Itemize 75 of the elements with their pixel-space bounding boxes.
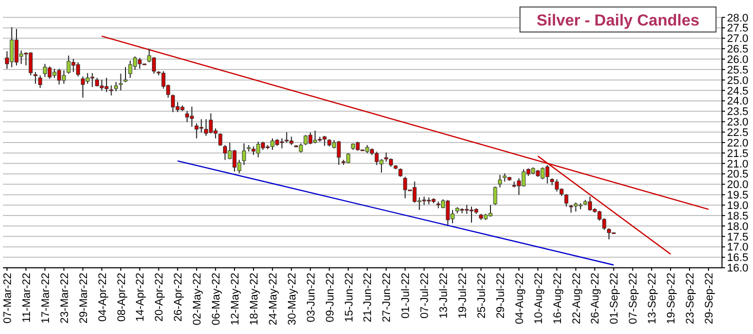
x-tick-label: 07-Sep-22 xyxy=(628,272,640,324)
x-tick-label: 19-Sep-22 xyxy=(666,272,678,324)
y-tick-label: 24.0 xyxy=(727,96,748,108)
x-tick-label: 18-May-22 xyxy=(248,272,260,326)
x-tick-label: 04-Apr-22 xyxy=(96,272,109,322)
candlestick xyxy=(498,174,502,188)
y-tick-label: 20.0 xyxy=(727,179,748,192)
candlestick xyxy=(242,142,246,166)
x-tick-label: 22-Aug-22 xyxy=(570,272,583,324)
y-tick-label: 22.5 xyxy=(727,126,748,139)
y-tick-label: 26.0 xyxy=(727,54,748,66)
candlestick xyxy=(33,72,38,84)
x-tick-label: 11-Mar-22 xyxy=(20,272,33,323)
y-tick-label: 27.0 xyxy=(727,33,748,46)
x-tick-label: 03-Jun-22 xyxy=(305,272,318,322)
x-tick-label: 09-Jun-22 xyxy=(324,272,336,322)
candlestick xyxy=(493,186,498,206)
candlestick xyxy=(124,66,128,83)
x-tick-label: 17-Mar-22 xyxy=(40,272,52,324)
x-tick-label: 23-Sep-22 xyxy=(684,272,697,324)
x-tick-label: 27-Jun-22 xyxy=(381,272,394,322)
x-tick-label: 04-Aug-22 xyxy=(514,272,526,324)
y-tick-label: 17.0 xyxy=(727,242,748,254)
y-tick-label: 22.0 xyxy=(727,137,748,150)
x-tick-label: 02-May-22 xyxy=(192,272,204,326)
x-tick-label: 29-Sep-22 xyxy=(704,272,716,324)
x-tick-label: 01-Jul-22 xyxy=(400,272,412,319)
candlestick xyxy=(218,132,222,146)
x-tick-label: 29-Jul-22 xyxy=(494,272,507,319)
y-tick-label: 24.5 xyxy=(727,85,748,98)
y-tick-label: 16.0 xyxy=(727,262,748,275)
x-tick-label: 06-May-22 xyxy=(210,272,223,326)
x-tick-label: 15-Jun-22 xyxy=(343,272,356,322)
x-tick-label: 24-May-22 xyxy=(267,272,280,326)
y-tick-label: 18.5 xyxy=(727,210,748,222)
x-tick-label: 26-Apr-22 xyxy=(172,272,185,322)
y-tick-label: 17.5 xyxy=(727,231,748,244)
x-tick-label: 26-Aug-22 xyxy=(590,272,602,324)
x-tick-label: 13-Sep-22 xyxy=(646,272,659,324)
x-tick-label: 29-Mar-22 xyxy=(78,272,90,324)
x-tick-label: 08-Apr-22 xyxy=(116,272,128,322)
candlestick xyxy=(114,82,118,92)
x-tick-label: 12-May-22 xyxy=(230,272,242,326)
y-tick-label: 23.0 xyxy=(727,116,748,129)
x-tick-label: 10-Aug-22 xyxy=(532,272,545,324)
x-tick-label: 13-Jul-22 xyxy=(438,272,450,319)
y-tick-label: 25.0 xyxy=(727,74,748,87)
x-tick-label: 23-Mar-22 xyxy=(58,272,71,324)
x-tick-label: 25-Jul-22 xyxy=(476,272,488,319)
candlestick xyxy=(118,73,123,91)
candlestick xyxy=(38,74,42,88)
y-tick-label: 26.5 xyxy=(727,44,748,56)
x-tick-label: 16-Aug-22 xyxy=(552,272,564,324)
y-tick-label: 21.5 xyxy=(727,148,748,160)
y-tick-label: 16.5 xyxy=(727,252,748,264)
y-tick-label: 19.5 xyxy=(727,190,748,202)
x-tick-label: 20-Apr-22 xyxy=(154,272,166,322)
x-tick-label: 01-Sep-22 xyxy=(608,272,621,324)
x-tick-label: 07-Mar-22 xyxy=(2,272,14,324)
candlestick xyxy=(564,194,568,208)
chart-title: Silver - Daily Candles xyxy=(536,12,700,30)
candlestick xyxy=(109,84,114,96)
y-tick-label: 23.5 xyxy=(727,106,748,118)
x-tick-label: 19-Jul-22 xyxy=(457,272,470,319)
y-tick-label: 25.5 xyxy=(727,64,748,76)
x-tick-label: 07-Jul-22 xyxy=(419,272,432,319)
y-tick-label: 19.0 xyxy=(727,200,748,212)
y-tick-label: 21.0 xyxy=(727,158,748,170)
y-tick-label: 20.5 xyxy=(727,168,748,181)
y-tick-label: 28.0 xyxy=(727,12,748,24)
x-tick-label: 30-May-22 xyxy=(286,272,298,326)
x-tick-label: 14-Apr-22 xyxy=(134,272,147,322)
y-tick-label: 18.0 xyxy=(727,220,748,233)
y-tick-label: 27.5 xyxy=(727,22,748,35)
x-tick-label: 21-Jun-22 xyxy=(362,272,374,322)
